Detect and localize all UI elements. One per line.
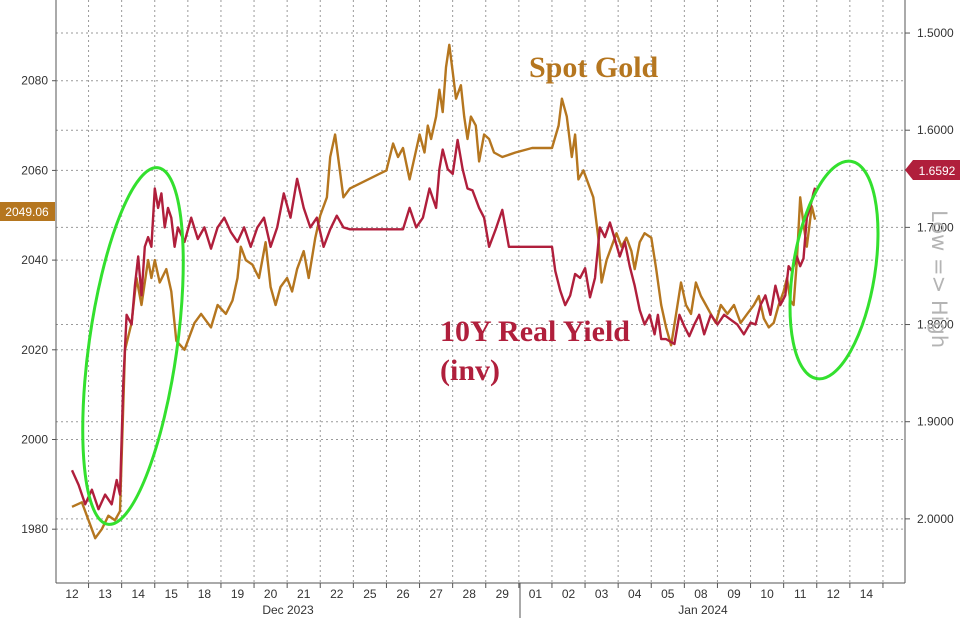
left-tick-label: 2080 (21, 74, 48, 88)
x-tick-label: 02 (562, 587, 576, 601)
month-label: Jan 2024 (678, 603, 728, 617)
x-tick-label: 14 (132, 587, 146, 601)
right-tick-label: 1.5000 (917, 26, 954, 40)
x-tick-label: 12 (65, 587, 79, 601)
annotation-yield-line1: 10Y Real Yield (440, 315, 630, 348)
yield-last-value: 1.6592 (919, 164, 956, 178)
x-tick-label: 12 (827, 587, 841, 601)
grid-lines (56, 0, 905, 583)
left-axis: 1980 2000 2020 2040 2060 2080 (21, 0, 57, 583)
right-tick-label: 1.6000 (917, 123, 954, 137)
right-tick-label: 2.0000 (917, 512, 954, 526)
x-tick-label: 20 (264, 587, 278, 601)
x-tick-label: 21 (297, 587, 311, 601)
x-tick-label: 10 (760, 587, 774, 601)
x-tick-label: 11 (794, 587, 807, 601)
highlight-ellipse-left (81, 166, 185, 526)
left-tick-label: 2040 (21, 253, 48, 267)
month-label: Dec 2023 (262, 603, 314, 617)
right-axis: 1.5000 1.6000 1.7000 1.8000 1.9000 2.0000 (904, 0, 954, 583)
x-tick-label: 27 (429, 587, 443, 601)
gold-last-value: 2049.06 (5, 205, 49, 219)
annotation-yield-line2: (inv) (440, 354, 500, 387)
x-tick-label: 03 (595, 587, 609, 601)
x-tick-label: 05 (661, 587, 675, 601)
x-tick-label: 28 (463, 587, 477, 601)
x-tick-label: 08 (694, 587, 708, 601)
right-tick-label: 1.7000 (917, 220, 954, 234)
x-axis: 12 13 14 15 18 19 20 21 22 25 26 27 28 29 01 02 03 04 05 08… (56, 582, 905, 618)
x-tick-label: 09 (727, 587, 741, 601)
annotation-right-note: Low => High (927, 210, 951, 348)
x-tick-label: 18 (198, 587, 212, 601)
x-tick-label: 19 (231, 587, 245, 601)
x-tick-label: 29 (496, 587, 510, 601)
left-tick-label: 2060 (21, 163, 48, 177)
highlight-ellipse-right (788, 159, 880, 381)
x-tick-label: 14 (860, 587, 874, 601)
annotation-gold: Spot Gold (529, 51, 659, 84)
right-tick-label: 1.8000 (917, 318, 954, 332)
series-layer (70, 43, 817, 540)
x-tick-label: 04 (628, 587, 642, 601)
series-line-real-yield (70, 138, 817, 511)
x-tick-label: 26 (396, 587, 410, 601)
gold-last-badge: 2049.06 (0, 202, 55, 221)
left-tick-label: 1980 (21, 522, 48, 536)
x-tick-label: 22 (330, 587, 344, 601)
x-tick-label: 01 (529, 587, 543, 601)
left-tick-label: 2020 (21, 343, 48, 357)
x-tick-label: 25 (363, 587, 377, 601)
right-tick-label: 1.9000 (917, 415, 954, 429)
x-tick-label: 15 (165, 587, 179, 601)
x-tick-label: 13 (98, 587, 112, 601)
highlight-ellipses (81, 159, 880, 526)
yield-last-badge: 1.6592 (905, 160, 960, 180)
left-tick-label: 2000 (21, 432, 48, 446)
